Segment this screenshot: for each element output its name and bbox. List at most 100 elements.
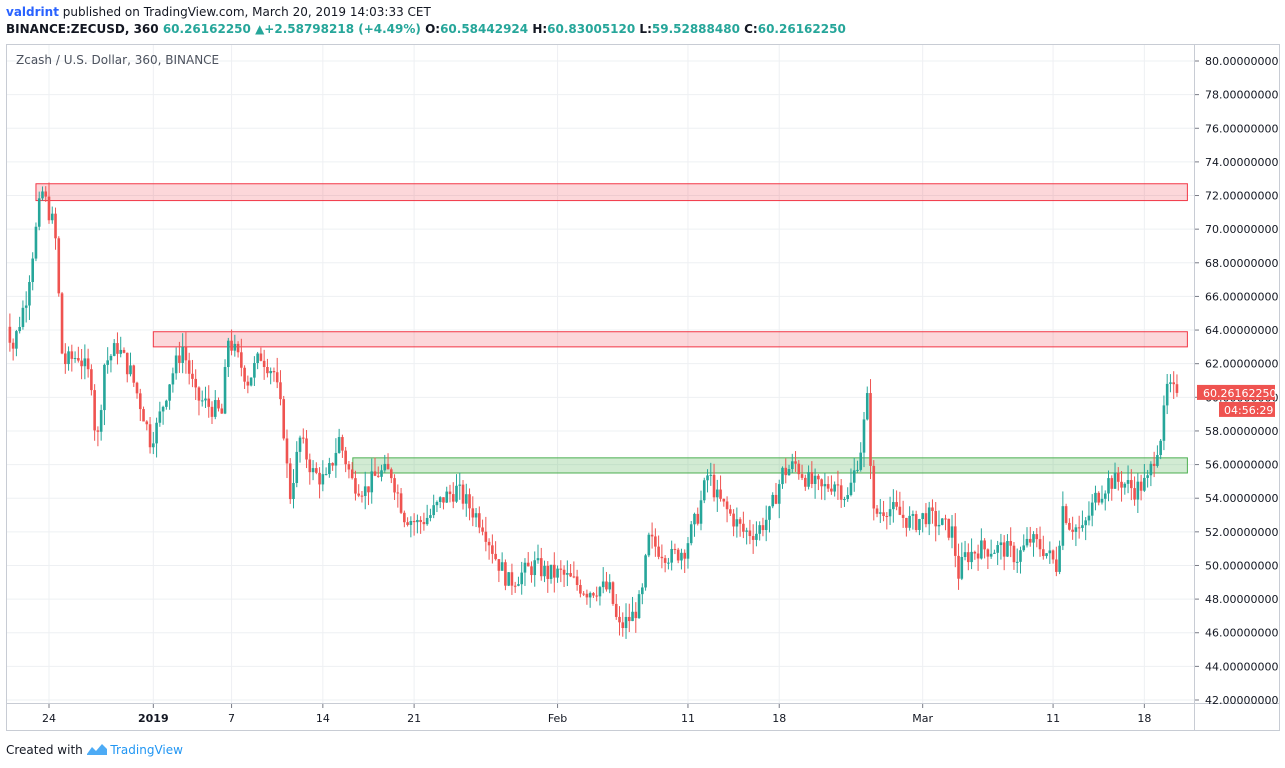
candle-body <box>269 371 272 374</box>
candle-body <box>67 351 70 365</box>
candle-body <box>621 622 625 629</box>
candle-body <box>647 534 651 556</box>
published-text: published on TradingView.com, March 20, … <box>58 5 431 19</box>
y-tick-label: 72.00000000 <box>1205 190 1278 203</box>
candle-body <box>129 365 132 375</box>
candle-body <box>582 593 585 595</box>
candle-body <box>1172 382 1175 385</box>
candle-body <box>155 422 158 444</box>
candle-body <box>976 553 980 559</box>
candle-body <box>768 506 771 520</box>
candle-body <box>973 551 977 554</box>
candle-body <box>1103 493 1107 499</box>
candle-body <box>77 358 80 361</box>
candle-body <box>324 474 328 476</box>
author-link[interactable]: valdrint <box>6 5 59 19</box>
candle-body <box>650 534 654 537</box>
candle-body <box>777 484 781 504</box>
candle-body <box>1087 515 1091 521</box>
candle-body <box>54 213 57 239</box>
candle-body <box>774 494 778 504</box>
candle-body <box>924 513 928 525</box>
candle-body <box>246 381 250 386</box>
candle-body <box>833 484 836 492</box>
candle-body <box>1009 541 1012 546</box>
candle-body <box>1156 455 1159 466</box>
candle-body <box>543 565 546 577</box>
candle-body <box>161 406 165 412</box>
candle-body <box>1100 498 1104 503</box>
candle-body <box>1149 463 1153 476</box>
candle-body <box>451 494 455 502</box>
candle-body <box>455 485 458 502</box>
candle-body <box>305 438 308 460</box>
candle-body <box>562 569 566 575</box>
candle-body <box>507 572 510 586</box>
candle-body <box>376 475 380 477</box>
candle-body <box>875 508 879 514</box>
candle-body <box>344 450 347 465</box>
candle-body <box>1159 440 1162 456</box>
candle-body <box>1133 488 1136 500</box>
y-tick-label: 66.00000000 <box>1205 290 1278 303</box>
candle-body <box>31 258 34 283</box>
y-tick-label: 80.00000000 <box>1205 55 1278 68</box>
candle-body <box>572 576 576 578</box>
candle-body <box>624 616 628 629</box>
candle-body <box>295 451 299 484</box>
candle-body <box>50 213 54 221</box>
footer: Created with TradingView <box>6 742 183 757</box>
candle-body <box>70 351 74 359</box>
candle-body <box>641 587 644 595</box>
candle-body <box>800 474 804 478</box>
candle-body <box>892 502 895 510</box>
candle-body <box>373 471 377 476</box>
candle-body <box>680 552 683 561</box>
candle-body <box>197 387 201 401</box>
candle-body <box>879 512 882 514</box>
candle-body <box>911 514 915 516</box>
candle-body <box>494 553 497 560</box>
candle-body <box>34 226 38 259</box>
candle-body <box>184 346 188 361</box>
candle-body <box>725 501 729 510</box>
candle-body <box>706 475 709 481</box>
candle-body <box>980 540 983 559</box>
candle-body <box>1169 382 1172 384</box>
candle-body <box>944 518 947 520</box>
candle-body <box>663 558 667 563</box>
chart-pane[interactable] <box>6 44 1195 704</box>
candle-body <box>262 360 266 368</box>
candle-body <box>611 582 615 604</box>
tradingview-link[interactable]: TradingView <box>110 743 183 757</box>
candle-body <box>298 437 302 452</box>
candle-body <box>145 421 149 425</box>
candle-body <box>1019 550 1022 562</box>
resistance-zone <box>152 331 1188 348</box>
candle-body <box>350 469 354 479</box>
candle-body <box>637 594 641 619</box>
candle-body <box>970 551 973 563</box>
candle-body <box>585 593 589 598</box>
candle-body <box>478 513 481 528</box>
last-price-badge-bg <box>1197 384 1275 400</box>
candle-body <box>347 464 351 470</box>
y-tick-label: 52.00000000 <box>1205 526 1278 539</box>
price-axis-labels: 80.00000000 78.00000000 76.00000000 74.0000… <box>1195 55 1278 707</box>
candle-body <box>905 517 908 528</box>
candle-body <box>93 390 96 431</box>
candle-body <box>412 520 416 523</box>
candle-body <box>605 581 608 590</box>
candle-body <box>328 463 331 475</box>
y-tick-label: 64.00000000 <box>1205 324 1278 337</box>
price-axis[interactable] <box>1195 44 1280 704</box>
time-axis[interactable] <box>6 704 1195 731</box>
candle-body <box>288 463 292 500</box>
candle-body <box>993 552 996 554</box>
tradingview-logo-icon <box>86 743 107 755</box>
candle-body <box>236 343 240 353</box>
candle-body <box>807 472 810 487</box>
candle-body <box>908 515 911 528</box>
candle-body <box>331 463 334 466</box>
